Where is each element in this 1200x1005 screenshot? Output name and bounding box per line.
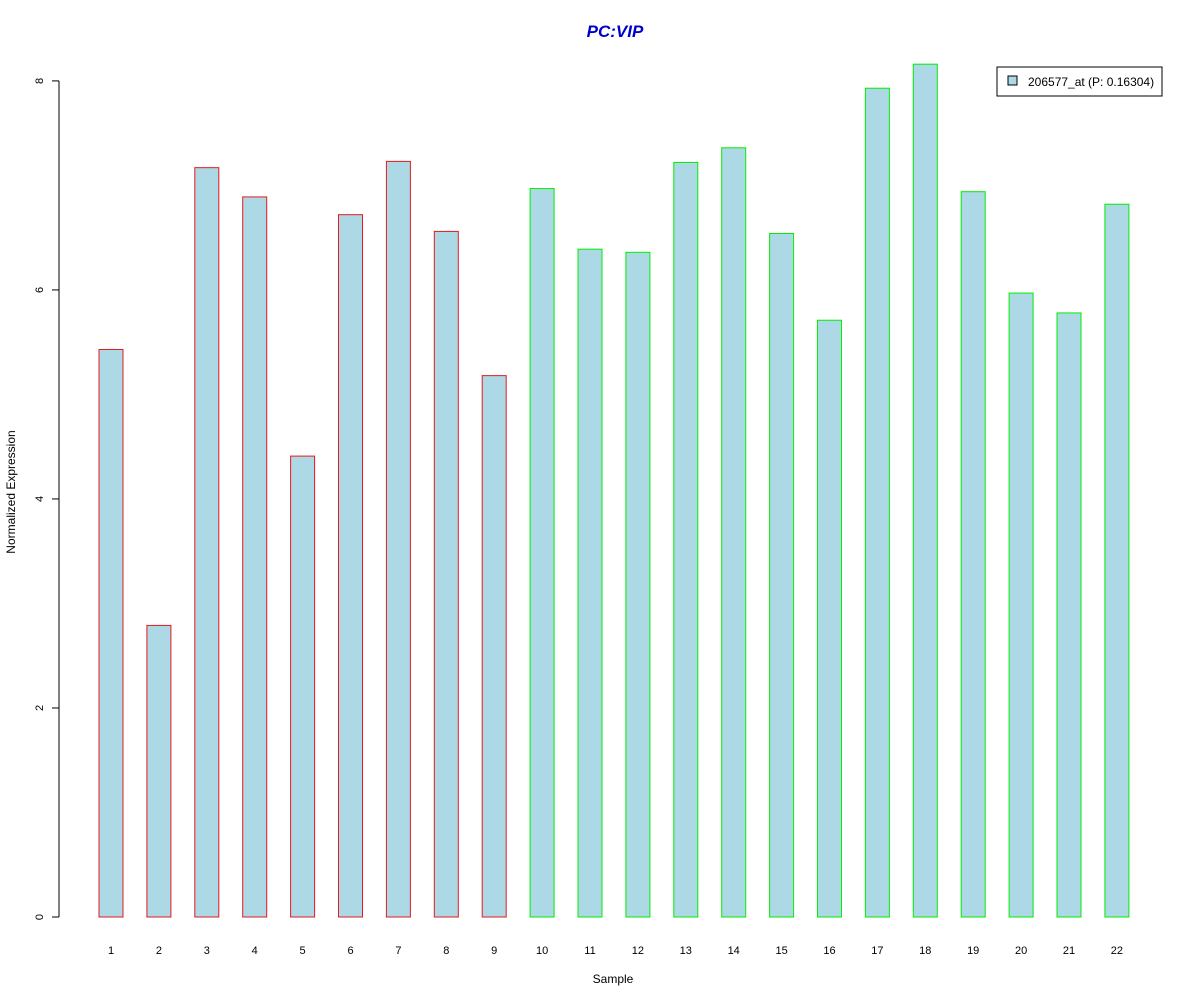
- legend-swatch: [1007, 75, 1018, 86]
- bars: [98, 63, 1130, 918]
- bar-sample-10: [529, 188, 555, 918]
- bar-sample-11: [577, 248, 603, 918]
- bar-sample-6: [338, 214, 363, 918]
- legend: 206577_at (P: 0.16304): [996, 66, 1163, 97]
- x-tick-label: 22: [1111, 945, 1123, 957]
- y-axis-label: Normalized Expression: [4, 430, 18, 553]
- x-tick-label: 4: [252, 945, 258, 957]
- x-tick-label: 13: [680, 945, 692, 957]
- x-tick-label: 18: [919, 945, 931, 957]
- y-tick-label: 8: [34, 78, 46, 84]
- x-tick-label: 5: [300, 945, 306, 957]
- bar-sample-4: [242, 196, 268, 918]
- legend-box: [996, 66, 1163, 97]
- x-tick-labels: 1 2 3 4 5 6 7 8 9 10 11 12 13 14 15 16 17 18 19 20 21 22: [108, 945, 1123, 957]
- x-tick-label: 15: [775, 945, 787, 957]
- bar-sample-18: [912, 63, 938, 918]
- y-tick-label: 0: [34, 914, 46, 920]
- y-axis: 0 2 4 6 8: [34, 78, 60, 920]
- x-tick-label: 3: [204, 945, 210, 957]
- x-tick-label: 1: [108, 945, 114, 957]
- bar-sample-15: [769, 232, 795, 918]
- bar-sample-19: [960, 191, 986, 918]
- bar-sample-17: [864, 87, 890, 918]
- bar-sample-21: [1056, 312, 1082, 918]
- bar-sample-9: [481, 375, 507, 918]
- bar-sample-13: [673, 161, 699, 918]
- x-tick-label: 17: [871, 945, 883, 957]
- y-tick-label: 2: [34, 705, 46, 711]
- x-tick-label: 20: [1015, 945, 1027, 957]
- x-tick-label: 6: [347, 945, 353, 957]
- x-tick-label: 12: [632, 945, 644, 957]
- x-tick-label: 7: [395, 945, 401, 957]
- chart-title: PC:VIP: [587, 22, 644, 41]
- x-tick-label: 2: [156, 945, 162, 957]
- bar-sample-7: [385, 160, 411, 918]
- legend-label: 206577_at (P: 0.16304): [1028, 75, 1154, 89]
- x-tick-label: 14: [728, 945, 740, 957]
- bar-sample-8: [433, 230, 459, 918]
- x-tick-label: 8: [443, 945, 449, 957]
- bar-sample-12: [625, 251, 651, 918]
- bar-sample-2: [146, 624, 172, 918]
- x-tick-label: 21: [1063, 945, 1075, 957]
- bar-sample-1: [98, 348, 124, 918]
- y-tick-label: 4: [34, 496, 46, 502]
- bar-sample-5: [290, 455, 316, 918]
- bar-sample-22: [1104, 203, 1130, 918]
- y-tick-label: 6: [34, 287, 46, 293]
- x-axis-label: Sample: [593, 972, 634, 986]
- x-tick-label: 16: [823, 945, 835, 957]
- bar-sample-14: [721, 147, 747, 918]
- x-tick-label: 10: [536, 945, 548, 957]
- x-tick-label: 11: [584, 945, 595, 957]
- x-tick-label: 9: [491, 945, 497, 957]
- bar-sample-3: [194, 167, 220, 918]
- x-tick-label: 19: [967, 945, 979, 957]
- bar-sample-20: [1008, 292, 1034, 918]
- bar-sample-16: [817, 319, 842, 918]
